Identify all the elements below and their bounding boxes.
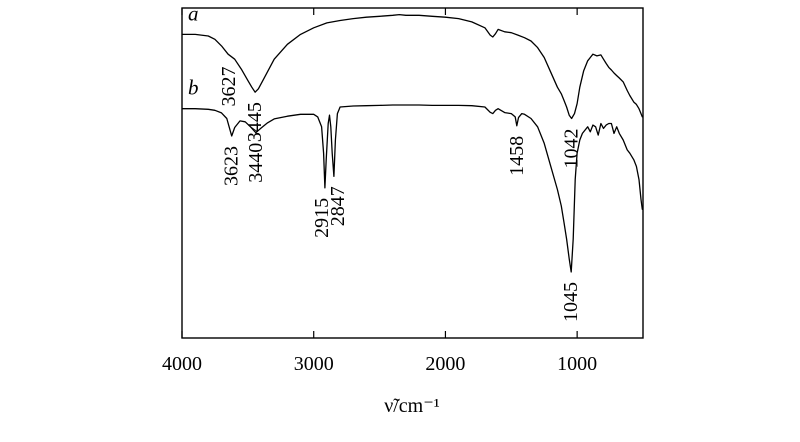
x-tick-label: 2000: [425, 353, 465, 375]
peak-label: 2915: [311, 198, 333, 238]
peak-label: 1045: [560, 282, 582, 322]
series-line-a: [182, 13, 643, 120]
peak-label: 3445: [244, 102, 266, 142]
x-axis-title: ν̃/cm⁻¹: [384, 395, 440, 417]
peak-label: 3440: [245, 143, 267, 183]
peak-label: 1042: [561, 129, 583, 169]
spectrum-traces: [182, 13, 643, 273]
series-letters: ab: [188, 1, 199, 99]
peak-label: 3623: [221, 146, 243, 186]
series-label-b: b: [188, 76, 199, 100]
series-label-a: a: [188, 1, 199, 25]
x-tick-label: 4000: [162, 353, 202, 375]
peak-label: 3627: [218, 66, 240, 106]
plot-frame: [181, 7, 644, 339]
series-line-b: [182, 104, 643, 273]
x-axis-ticks: 4000 3000 2000 1000: [162, 8, 597, 375]
x-tick-label: 3000: [294, 353, 334, 375]
peak-label: 2847: [327, 186, 349, 226]
peak-label: 1458: [506, 136, 528, 176]
x-tick-label: 1000: [557, 353, 597, 375]
